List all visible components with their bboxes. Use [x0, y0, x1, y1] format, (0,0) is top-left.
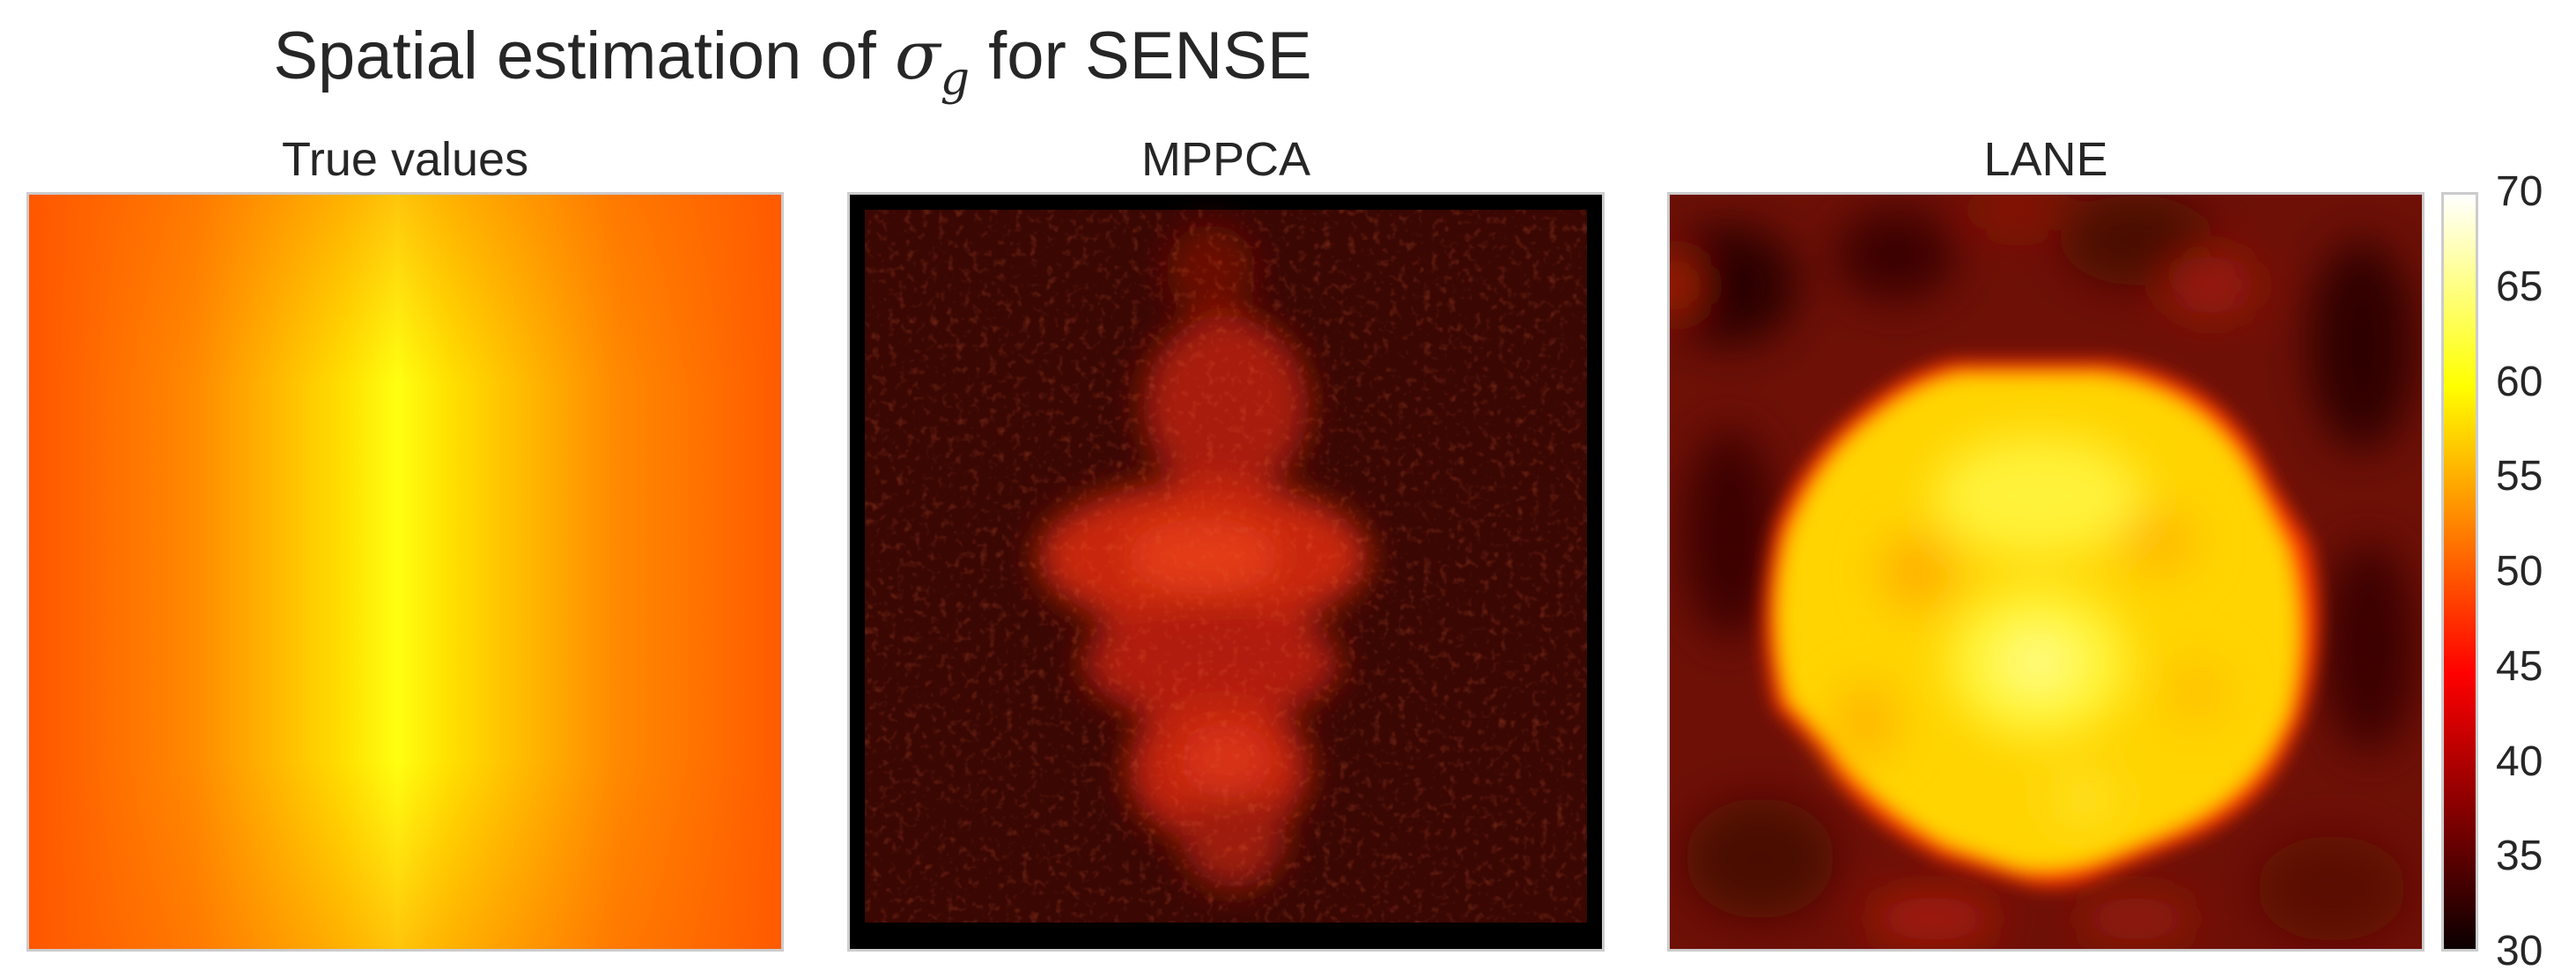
colorbar-tick-65: 65	[2496, 263, 2543, 310]
panel-title-true-values: True values	[281, 133, 529, 186]
colorbar-tick-70: 70	[2496, 168, 2543, 215]
colorbar-tick-60: 60	[2496, 358, 2543, 405]
panel-title-mppca: MPPCA	[1140, 133, 1311, 186]
heatmap-lane	[1667, 192, 2425, 952]
colorbar-tick-45: 45	[2496, 642, 2543, 690]
heatmap-true-values	[26, 192, 784, 952]
colorbar-tick-35: 35	[2496, 833, 2543, 880]
colorbar	[2441, 192, 2478, 952]
colorbar-tick-55: 55	[2496, 453, 2543, 500]
colorbar-tick-50: 50	[2496, 548, 2543, 595]
colorbar-gradient	[2444, 195, 2476, 949]
panel-title-lane: LANE	[1983, 133, 2108, 186]
colorbar-tick-40: 40	[2496, 737, 2543, 785]
colorbar-tick-30: 30	[2496, 928, 2543, 974]
figure-title: Spatial estimation of σg for SENSE	[273, 16, 1312, 106]
heatmap-mppca	[847, 192, 1605, 952]
